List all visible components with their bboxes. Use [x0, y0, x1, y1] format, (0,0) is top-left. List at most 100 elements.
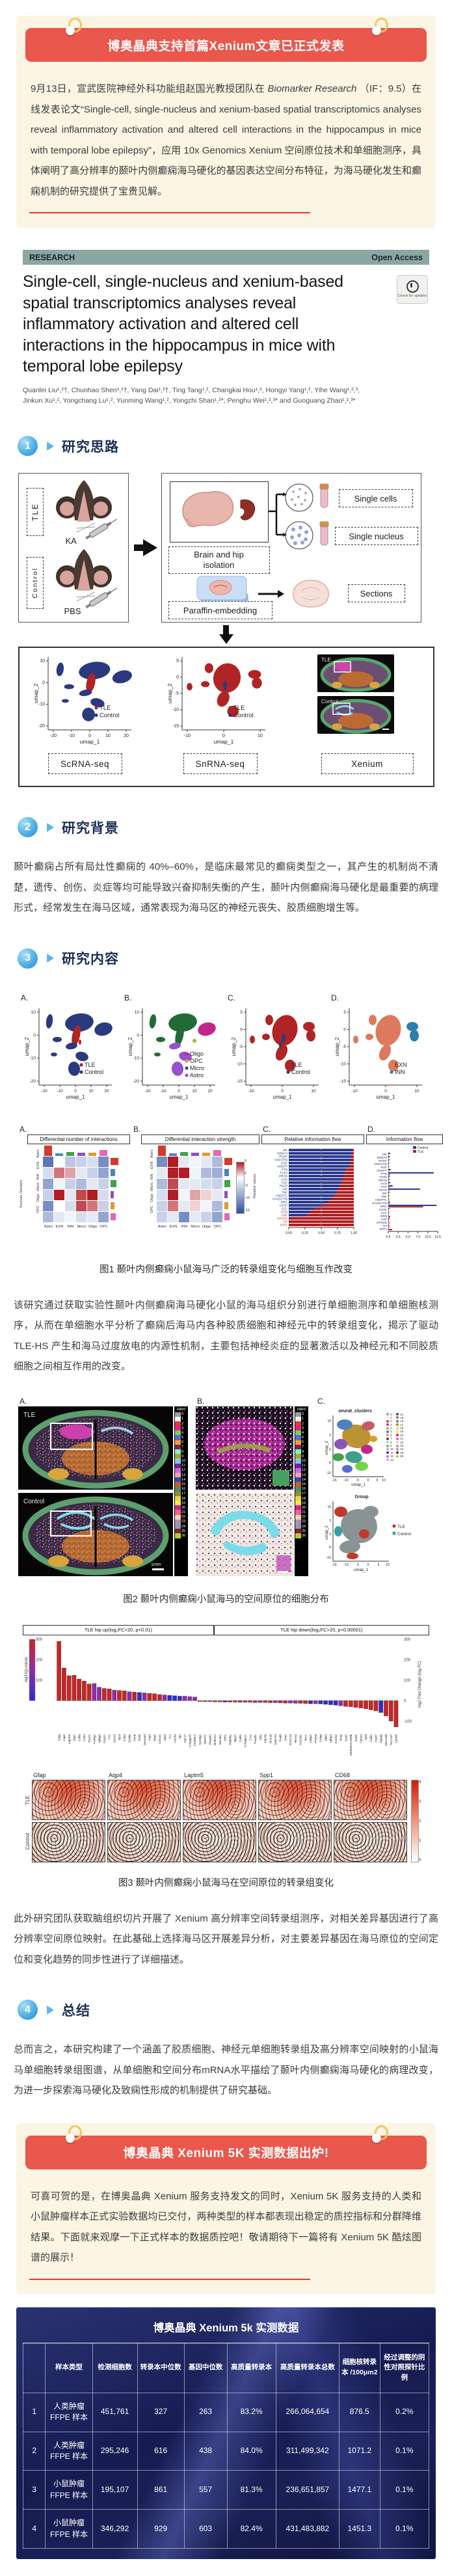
hm-col-label: INN: [181, 1224, 188, 1229]
seurat-legend-entry: 12: [386, 1455, 393, 1458]
hm-cell: [190, 1211, 200, 1222]
ident-chip: [295, 1440, 301, 1445]
rect-shape: [388, 1205, 423, 1207]
rect-shape: [248, 1700, 252, 1702]
text-shape: 12.5: [434, 1235, 441, 1239]
figure2-caption: 图2 颞叶内侧癫痫小鼠海马的空间原位的细胞分布: [123, 1594, 329, 1605]
seurat-legend-entry: 4: [386, 1427, 393, 1430]
text-shape: 0: [176, 675, 179, 680]
text-shape: 0.00: [286, 1231, 292, 1235]
circle-shape: [286, 1062, 290, 1067]
text-shape: Control: [233, 712, 254, 719]
text-shape: Cd44: [83, 1734, 86, 1741]
fig2-tle-zoom: [196, 1406, 293, 1490]
section-header-3: 3 研究内容: [18, 948, 452, 969]
ident-entry: 10: [295, 1458, 308, 1464]
text-shape: PROS: [379, 1179, 387, 1182]
ellipse-shape: [334, 1525, 342, 1536]
text-shape: -10: [343, 1479, 348, 1483]
circle-shape: [392, 1531, 396, 1535]
legend-num: 5: [390, 1430, 392, 1434]
text-shape: -log10(p-value): [25, 1657, 29, 1683]
arrow-down-icon: [18, 625, 434, 645]
text-shape: 10.0: [425, 1235, 431, 1239]
legend-dot: [396, 1437, 399, 1440]
ident-num: 13: [302, 1473, 306, 1477]
hm-right-bar: [111, 1157, 118, 1165]
text-shape: -10: [183, 734, 190, 738]
section-title: 研究背景: [62, 820, 119, 836]
cells-circle-1: [285, 483, 328, 512]
table-cell: 263: [183, 2392, 228, 2432]
hm-cell: [157, 1189, 167, 1200]
legend-num: 9: [390, 1444, 392, 1448]
rect-shape: [388, 1181, 391, 1183]
ident-entry: 1: [175, 1416, 187, 1421]
ellipse-shape: [406, 1021, 418, 1031]
rect-shape: [388, 1211, 390, 1213]
mouse-illustration-tle: [55, 480, 117, 540]
text-shape: 0: [88, 734, 91, 738]
text-shape: TLE: [397, 1525, 406, 1529]
text-shape: 7.5: [416, 1235, 420, 1239]
text-shape: 0: [42, 680, 45, 685]
fig1-panel-d: D. -10 0 10 5 0 -5 -10 -15 umap_1 umap_2 EXN INN: [331, 993, 422, 1100]
figure3: TLE hip up(log₂FC>20, p<0.01) TLE hip do…: [0, 1624, 452, 1889]
hm-row-label: EXN: [36, 1161, 40, 1169]
rect-shape: [289, 1155, 351, 1158]
ellipse-shape: [332, 1453, 344, 1461]
table-cell: 3: [22, 2470, 46, 2510]
text-shape: TGFb: [379, 1175, 387, 1179]
hm-cell: [179, 1211, 189, 1222]
ellipse-shape: [285, 1059, 295, 1071]
ident-entry: 16: [175, 1486, 187, 1492]
ident-num: 0: [181, 1412, 184, 1417]
fig1-panel-c: C. -10 0 10 5 0 -5 -10 -15 umap_1 umap_2 TLE Control: [228, 993, 319, 1100]
circle-shape: [79, 1069, 83, 1074]
text-shape: FGF: [282, 1181, 287, 1184]
rect-shape: [336, 1190, 354, 1194]
ident-entry: 18: [175, 1496, 187, 1501]
text-shape: PDGF: [379, 1159, 387, 1162]
rect-shape: [237, 1700, 243, 1702]
text-shape: 5: [240, 1010, 243, 1015]
rect-shape: [341, 1181, 354, 1184]
legend-dot: [396, 1423, 399, 1427]
ident-entry: 16: [295, 1486, 308, 1492]
ident-entry: 14: [295, 1477, 308, 1483]
hm-cell: [179, 1178, 189, 1189]
ellipse-shape: [200, 681, 209, 688]
text-shape: 0: [404, 1699, 406, 1703]
fig2-control-zoom: [196, 1492, 293, 1576]
rect-shape: [228, 1700, 232, 1702]
ident-entry: 21: [175, 1510, 187, 1515]
ident-num: 3: [181, 1426, 184, 1430]
ident-num: 16: [302, 1487, 306, 1492]
hm-row-label: Astro: [36, 1149, 40, 1158]
text-shape: Syt6: [364, 1734, 367, 1740]
rect-shape: [289, 1207, 315, 1210]
legend-num: 10: [390, 1447, 394, 1451]
hm-col-label: Astro: [44, 1224, 53, 1229]
ellipse-shape: [388, 1059, 399, 1071]
text-shape: -20: [144, 1089, 151, 1093]
rect-shape: [348, 1700, 353, 1707]
ident-num: 2: [181, 1421, 184, 1426]
tle-group-label: TLE: [26, 488, 44, 537]
table-header-cell: 细胞核转录本 /100μm2: [338, 2342, 380, 2393]
rect-shape: [289, 1181, 341, 1184]
table-cell: 295,246: [92, 2431, 138, 2471]
rect-shape: [202, 1700, 207, 1702]
mice-group-box: TLE KA Control: [18, 473, 129, 623]
check-updates-badge[interactable]: Check for updates: [397, 275, 428, 304]
hm-cell: [212, 1156, 222, 1167]
table-header-cell: 转录本中位数: [137, 2342, 185, 2393]
seurat-legend-entry: 1: [386, 1416, 393, 1419]
rect-shape: [112, 1689, 117, 1701]
figure1-caption: 图1 颞叶内侧癫痫小鼠海马广泛的转录组变化与细胞互作改变: [99, 1264, 353, 1275]
legend-dot: [386, 1419, 389, 1423]
table-header-row: 样本类型 检测细胞数 转录本中位数 基因中位数 高质量转录本 高质量转录本总数 细胞核转录本…: [22, 2342, 430, 2393]
background-paragraph: 颞叶癫痫占所有局灶性癫痫的 40%–60%，是临床最常见的癫痫类型之一，其产生的…: [14, 861, 438, 914]
rect-shape: [413, 1149, 416, 1153]
rect-shape: [258, 1700, 263, 1702]
